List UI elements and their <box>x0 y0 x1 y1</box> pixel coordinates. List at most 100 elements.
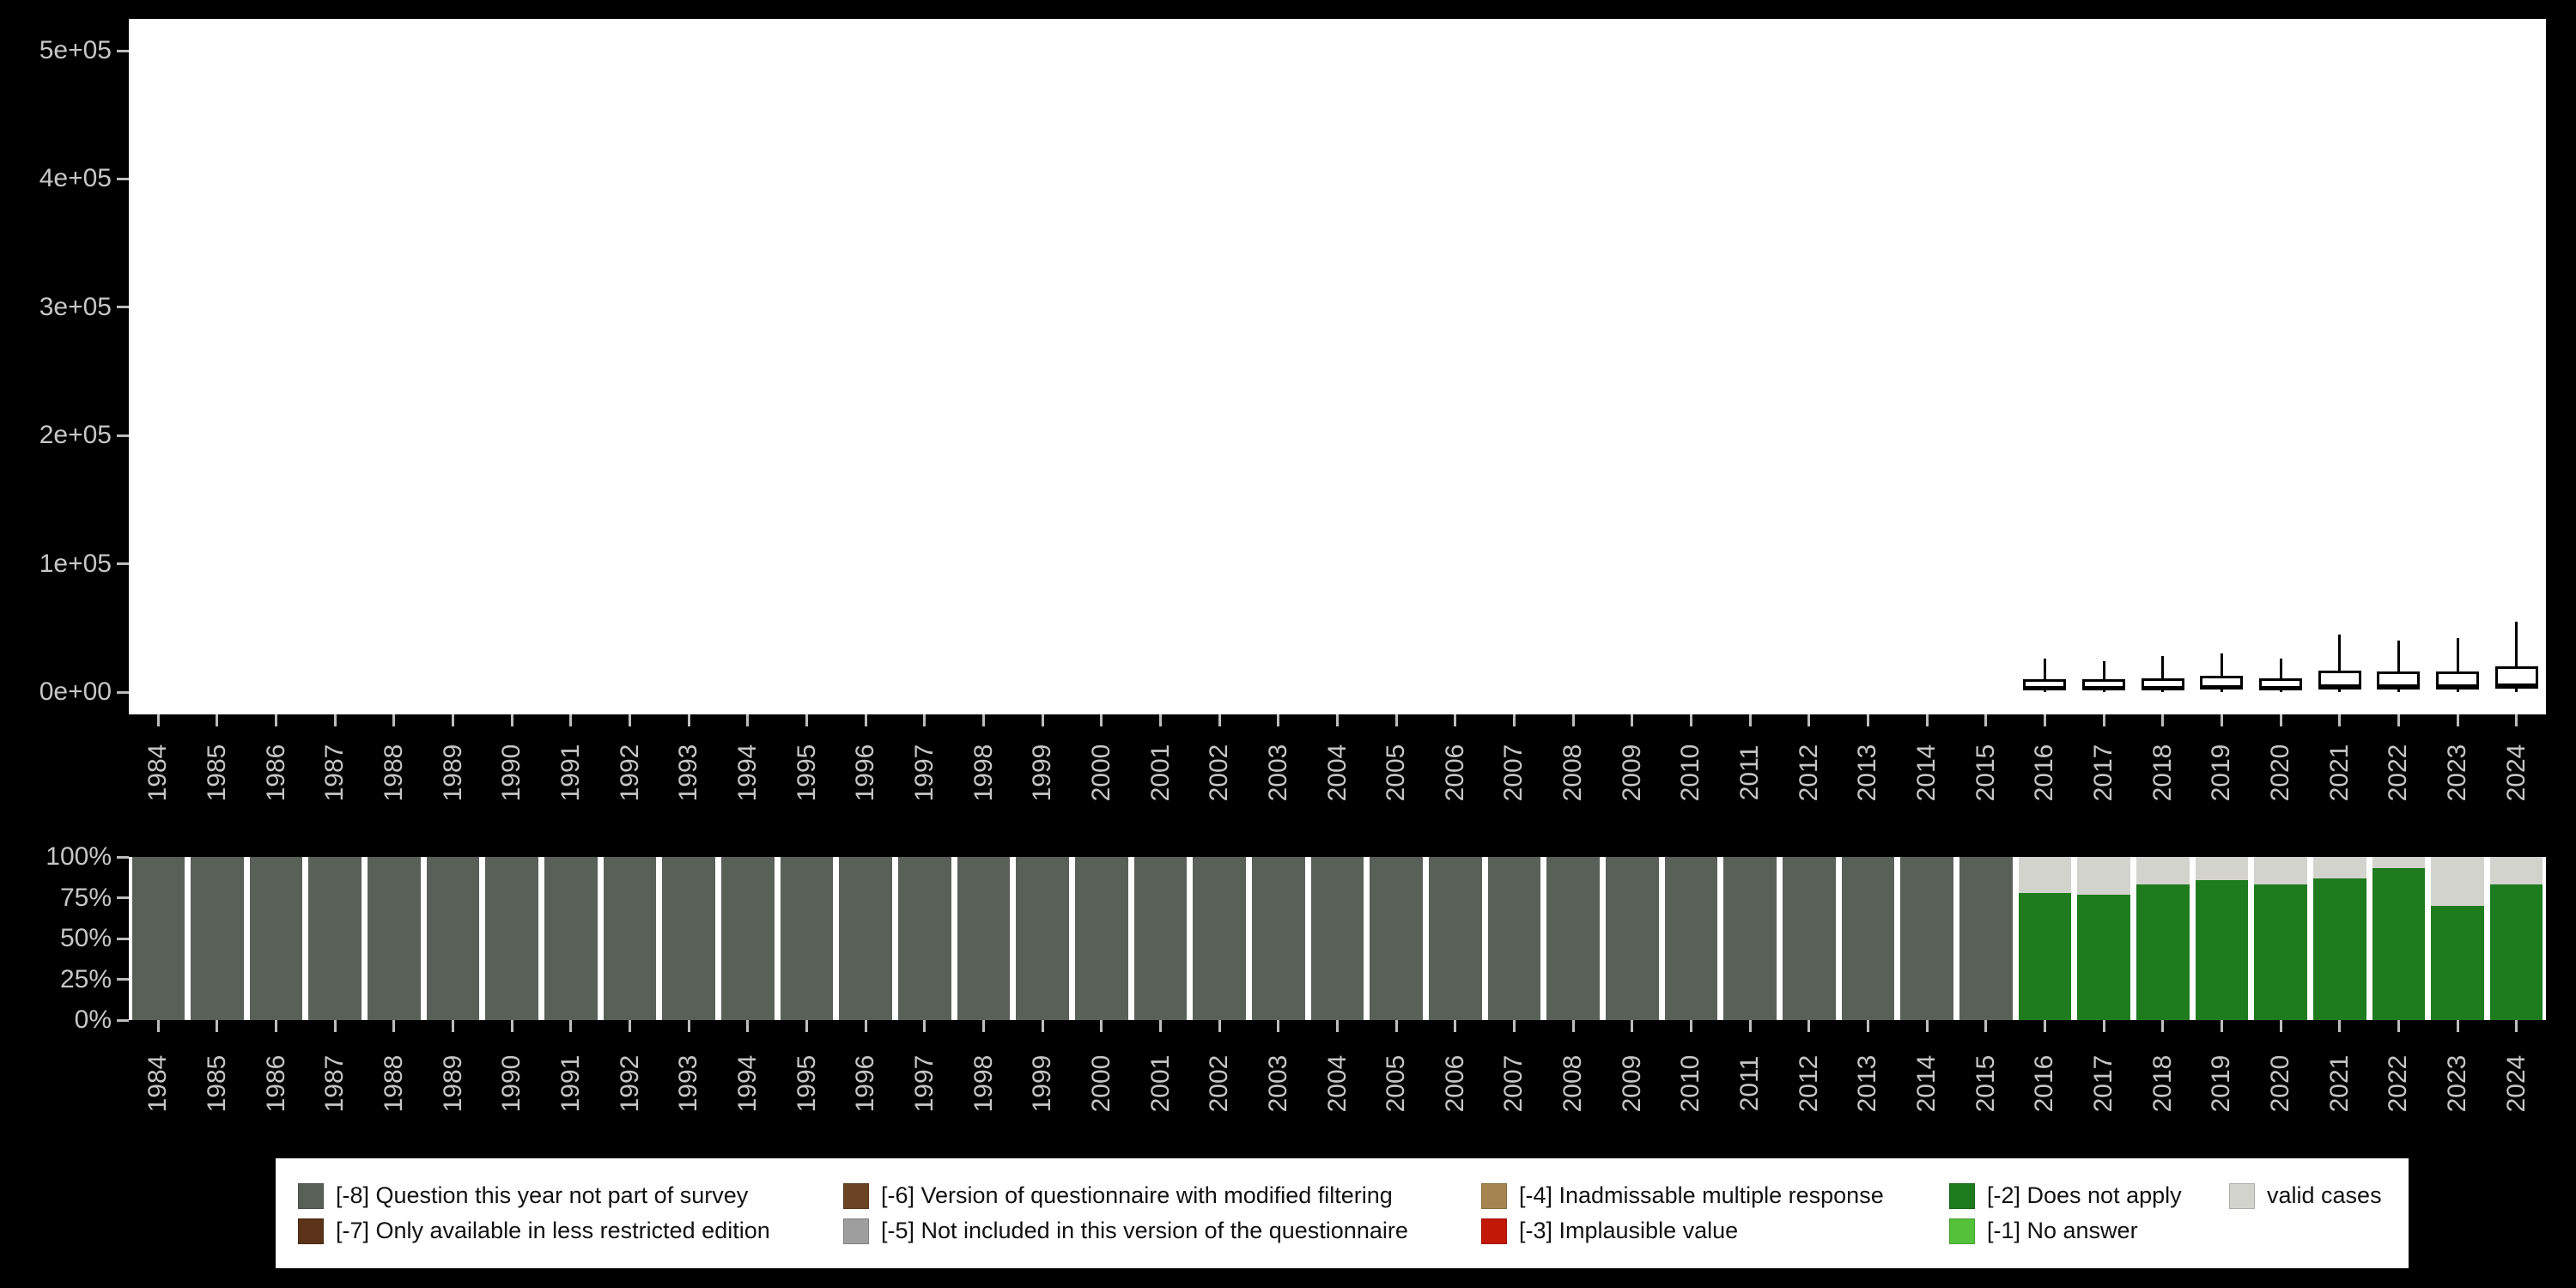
top-x-tick-label: 2010 <box>1676 744 1705 802</box>
legend-color-swatch-icon <box>843 1182 869 1209</box>
boxplot-median <box>2494 683 2538 686</box>
bottom-x-tick-mark <box>1100 1020 1103 1032</box>
legend-item--5: [-5] Not included in this version of the… <box>843 1218 1481 1244</box>
bottom-x-tick-mark <box>1631 1020 1634 1032</box>
legend-color-swatch-icon <box>298 1182 324 1209</box>
bar-segment-2009--8 <box>1605 857 1659 1020</box>
boxplot-lower-whisker <box>2456 690 2459 692</box>
bar-segment-1997--8 <box>898 857 951 1020</box>
top-x-tick-label: 1999 <box>1028 744 1057 802</box>
bar-segment-2016-valid <box>2018 857 2072 893</box>
bottom-x-tick-label: 2019 <box>2207 1054 2236 1113</box>
bar-segment-2007--8 <box>1487 857 1541 1020</box>
top-x-tick-label: 1991 <box>556 744 585 802</box>
bottom-y-tick-mark <box>117 978 129 981</box>
bottom-x-tick-label: 2015 <box>1971 1054 2000 1113</box>
bottom-x-tick-label: 2007 <box>1499 1054 1528 1113</box>
top-x-tick-mark <box>864 714 867 726</box>
bottom-x-tick-mark <box>629 1020 632 1032</box>
bar-segment-2014--8 <box>1900 857 1953 1020</box>
top-x-tick-label: 1987 <box>320 744 349 802</box>
bottom-x-tick-label: 2000 <box>1086 1054 1115 1113</box>
legend-item-label: [-6] Version of questionnaire with modif… <box>881 1182 1393 1208</box>
bottom-x-tick-label: 1992 <box>615 1054 644 1113</box>
top-y-tick-label: 3e+05 <box>39 292 112 321</box>
top-x-tick-label: 2019 <box>2207 744 2236 802</box>
bottom-x-tick-mark <box>2338 1020 2342 1032</box>
top-y-tick-mark <box>117 690 129 694</box>
bottom-x-tick-mark <box>2043 1020 2046 1032</box>
bottom-y-tick-label: 0% <box>74 1005 112 1034</box>
bottom-y-tick-mark <box>117 855 129 859</box>
bottom-x-tick-mark <box>333 1020 337 1032</box>
bar-segment-2003--8 <box>1252 857 1305 1020</box>
bottom-x-tick-label: 1986 <box>261 1054 290 1113</box>
top-x-tick-mark <box>687 714 690 726</box>
bar-segment-2001--8 <box>1133 857 1188 1020</box>
top-x-tick-label: 1988 <box>379 744 408 802</box>
top-y-tick-mark <box>117 306 129 309</box>
bottom-x-tick-mark <box>2220 1020 2223 1032</box>
top-x-tick-label: 1997 <box>909 744 939 802</box>
bottom-x-tick-mark <box>1748 1020 1752 1032</box>
bottom-x-tick-label: 2009 <box>1617 1054 1646 1113</box>
top-x-tick-label: 2024 <box>2501 744 2530 802</box>
bottom-x-tick-label: 2016 <box>2030 1054 2059 1113</box>
top-y-tick-mark <box>117 434 129 437</box>
legend-color-swatch-icon <box>1481 1182 1507 1209</box>
bottom-x-tick-mark <box>1394 1020 1398 1032</box>
bottom-x-tick-label: 1989 <box>438 1054 467 1113</box>
bar-segment-2004--8 <box>1310 857 1364 1020</box>
bar-segment-2017--2 <box>2077 894 2130 1020</box>
bottom-x-tick-label: 2011 <box>1735 1055 1765 1112</box>
boxplot-median <box>2082 686 2126 690</box>
top-x-tick-label: 2004 <box>1322 744 1352 802</box>
bottom-x-tick-label: 2012 <box>1794 1054 1823 1113</box>
top-y-tick-mark <box>117 177 129 180</box>
top-y-tick-label: 5e+05 <box>39 36 112 64</box>
bottom-x-tick-mark <box>392 1020 396 1032</box>
top-x-tick-label: 2006 <box>1440 744 1469 802</box>
bottom-x-tick-mark <box>864 1020 867 1032</box>
top-x-tick-mark <box>2338 714 2342 726</box>
bottom-x-tick-label: 2010 <box>1676 1054 1705 1113</box>
top-x-tick-label: 2001 <box>1145 744 1175 802</box>
bar-segment-2008--8 <box>1546 857 1600 1020</box>
bar-segment-1994--8 <box>721 857 775 1020</box>
top-x-tick-label: 2003 <box>1263 744 1292 802</box>
bottom-x-tick-mark <box>1277 1020 1280 1032</box>
top-x-tick-label: 2009 <box>1617 744 1646 802</box>
legend-color-swatch-icon <box>2229 1182 2255 1209</box>
top-x-tick-mark <box>1807 714 1811 726</box>
top-y-tick-label: 0e+00 <box>39 677 112 706</box>
bottom-x-tick-label: 2013 <box>1853 1054 1882 1113</box>
top-x-tick-mark <box>1689 714 1692 726</box>
bottom-x-tick-label: 1999 <box>1028 1054 1057 1113</box>
bottom-y-tick-mark <box>117 1018 129 1022</box>
top-x-tick-mark <box>1394 714 1398 726</box>
top-x-tick-label: 2005 <box>1382 744 1411 802</box>
top-x-tick-mark <box>1100 714 1103 726</box>
bottom-x-tick-mark <box>1925 1020 1929 1032</box>
bottom-x-tick-mark <box>216 1020 219 1032</box>
top-x-tick-label: 2021 <box>2324 744 2354 802</box>
bottom-y-tick-mark <box>117 937 129 940</box>
boxplot-median <box>2377 684 2421 688</box>
top-x-tick-label: 1990 <box>497 744 526 802</box>
top-x-tick-mark <box>629 714 632 726</box>
top-x-tick-mark <box>1454 714 1457 726</box>
bottom-x-tick-mark <box>156 1020 160 1032</box>
bottom-x-tick-label: 1998 <box>969 1054 998 1113</box>
bar-segment-2024-valid <box>2489 857 2543 885</box>
top-x-tick-mark <box>2456 714 2459 726</box>
bar-segment-2000--8 <box>1075 857 1128 1020</box>
bottom-x-tick-label: 1990 <box>497 1054 526 1113</box>
legend-color-swatch-icon <box>298 1218 324 1244</box>
top-x-tick-mark <box>275 714 278 726</box>
bar-segment-2019--2 <box>2195 879 2249 1020</box>
top-x-tick-label: 2007 <box>1499 744 1528 802</box>
bar-segment-2021--2 <box>2312 878 2366 1020</box>
top-x-tick-label: 1992 <box>615 744 644 802</box>
top-x-tick-mark <box>1984 714 1988 726</box>
legend-item-label: [-8] Question this year not part of surv… <box>336 1182 749 1208</box>
